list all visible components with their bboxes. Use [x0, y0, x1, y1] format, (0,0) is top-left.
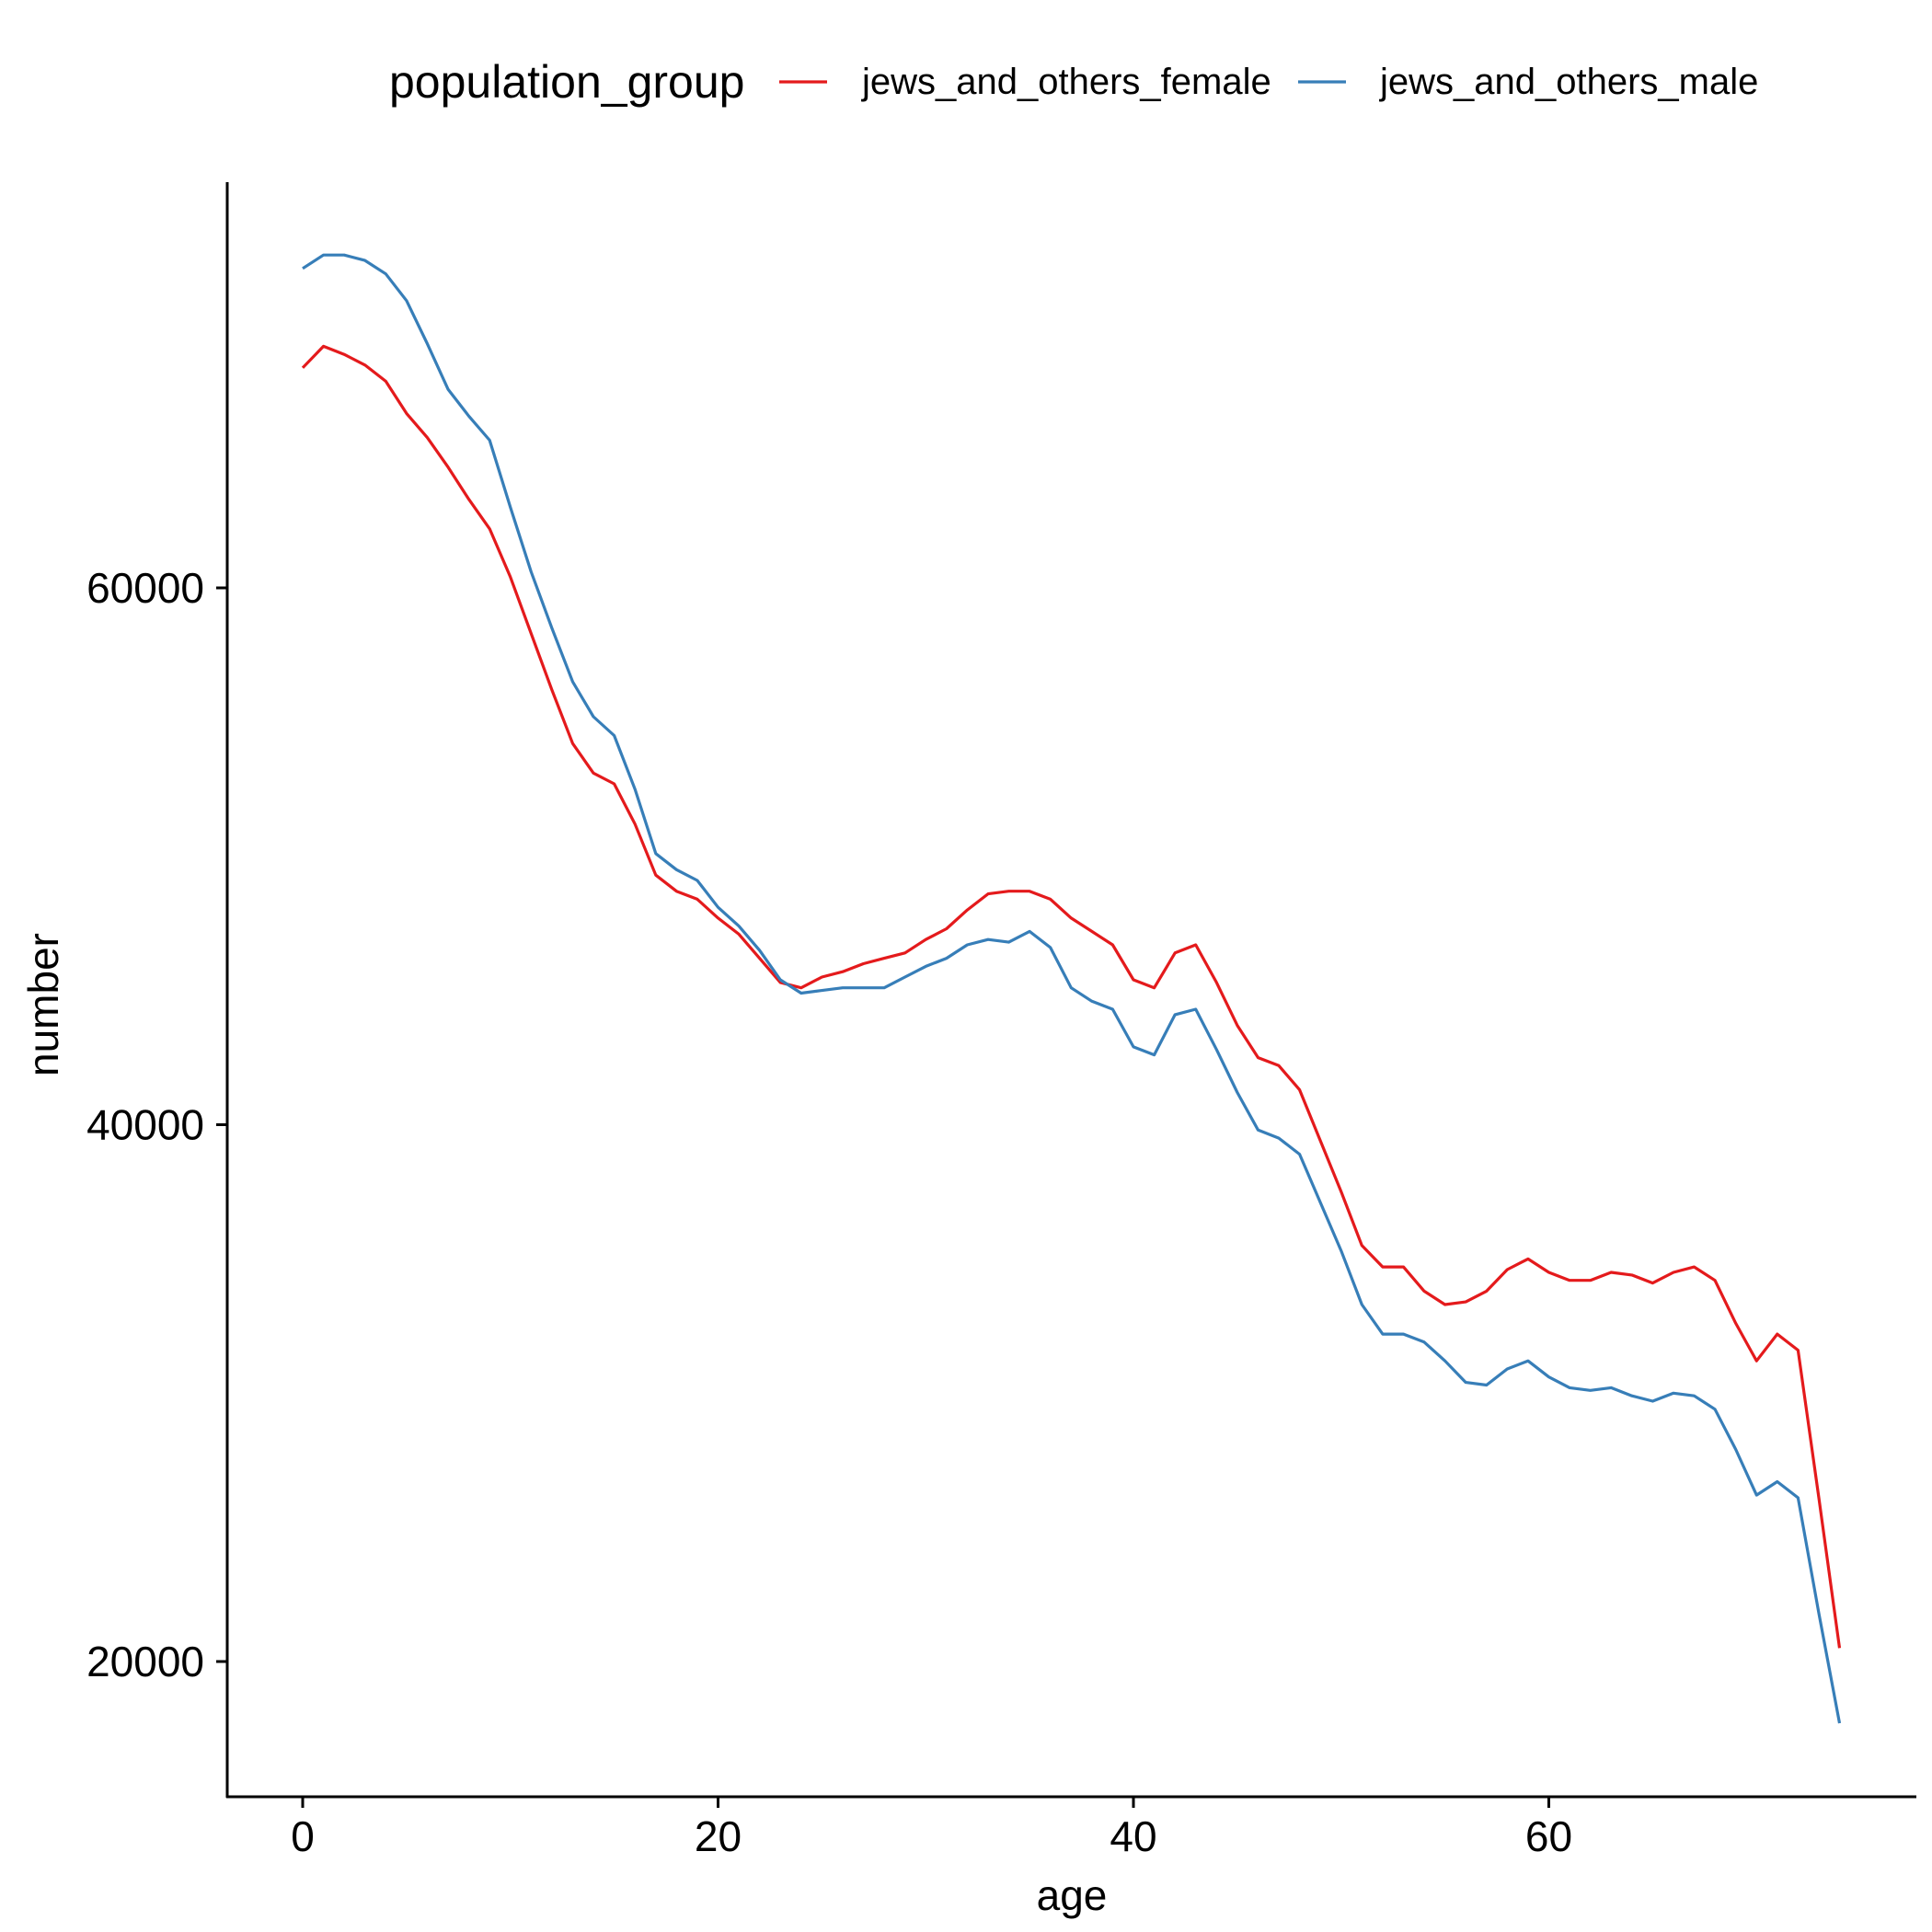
- legend-title: population_group: [389, 56, 744, 108]
- legend-item-male: jews_and_others_male: [1298, 62, 1758, 102]
- x-axis-title: age: [1037, 1871, 1108, 1919]
- x-tick-label: 40: [1110, 1812, 1156, 1860]
- x-tick-label: 0: [291, 1812, 315, 1860]
- x-axis-ticks: 0 20 40 60: [291, 1797, 1572, 1860]
- x-tick-label: 20: [695, 1812, 742, 1860]
- series-layer: [301, 253, 1842, 1724]
- legend-item-female: jews_and_others_female: [779, 62, 1271, 102]
- y-axis-ticks: 20000 40000 60000: [86, 564, 227, 1685]
- legend-label-female: jews_and_others_female: [861, 62, 1271, 102]
- y-tick-label: 60000: [86, 564, 204, 612]
- x-tick-label: 60: [1525, 1812, 1572, 1860]
- y-tick-label: 20000: [86, 1638, 204, 1685]
- y-axis-title: number: [19, 933, 67, 1076]
- legend: population_group jews_and_others_female …: [389, 56, 1758, 108]
- legend-label-male: jews_and_others_male: [1379, 62, 1758, 102]
- y-tick-label: 40000: [86, 1101, 204, 1149]
- series-line-male: [302, 253, 1842, 1724]
- series-line-female: [301, 344, 1842, 1649]
